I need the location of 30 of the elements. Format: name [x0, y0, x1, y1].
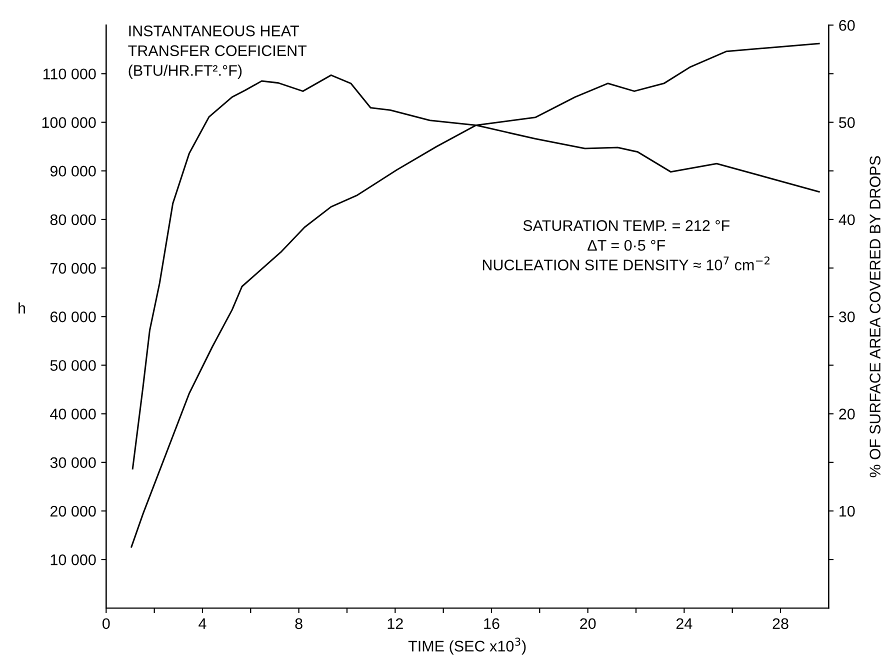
- y-tick-label: 80 000: [50, 214, 96, 226]
- y2-tick-label: 30: [838, 311, 855, 322]
- x-tick-label: 0: [102, 618, 110, 630]
- annotation: INSTANTANEOUS HEAT TRANSFER COEFICIENT (BTU/HR.FT².°F): [128, 26, 307, 79]
- y-tick-label: 30 000: [50, 457, 96, 468]
- x-axis-title: TIME (SEC x10$^{3}$): [408, 638, 526, 655]
- x-tick-label: 20: [580, 618, 596, 630]
- y-tick-label: 50 000: [50, 360, 96, 371]
- y-tick-label: 20 000: [50, 506, 96, 517]
- y2-tick-label: 20: [839, 408, 855, 420]
- x-tick-label: 8: [295, 618, 302, 630]
- y-tick-label: 40 000: [50, 408, 96, 420]
- y-axis-title: h: [18, 302, 26, 314]
- y2-axis-title: % OF SURFACE AREA COVERED BY DROPS: [870, 156, 880, 478]
- y-tick-label: 60 000: [50, 311, 96, 322]
- y-tick-label: 70 000: [50, 262, 96, 274]
- y2-tick-label: 60: [839, 20, 855, 31]
- x-tick-label: 12: [388, 618, 403, 629]
- x-tick-label: 28: [772, 618, 788, 630]
- x-tick-label: 24: [676, 618, 692, 629]
- y-tick-label: 110 000: [44, 68, 96, 80]
- y-tick-label: 90 000: [50, 166, 96, 177]
- y-tick-label: 100 000: [42, 117, 96, 128]
- x-tick-label: 4: [198, 618, 206, 629]
- y2-tick-label: 10: [840, 506, 855, 517]
- y-tick-label: 10 000: [50, 554, 96, 566]
- annotation: SATURATION TEMP. = 212 °F ΔT = 0·5 °F NUCLEATION SITE DENSITY ≈ 10$^{7}$ cm$^{−2}$: [482, 220, 770, 270]
- y2-tick-label: 50: [839, 117, 855, 128]
- x-tick-label: 16: [484, 618, 500, 630]
- y2-tick-label: 40: [838, 214, 855, 226]
